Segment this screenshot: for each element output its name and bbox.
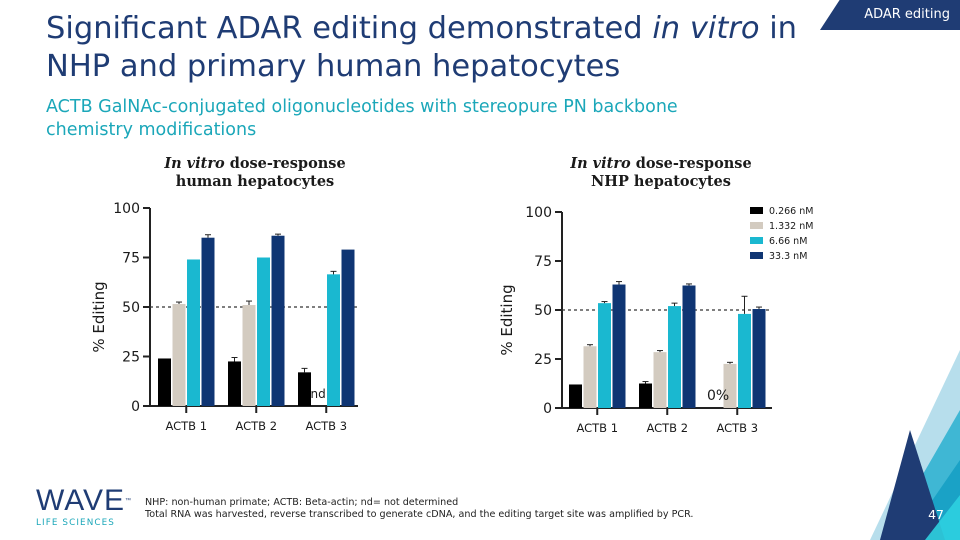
chart1-annotation: nd <box>311 387 326 401</box>
section-tag: ADAR editing <box>820 0 960 30</box>
chart2-bar <box>639 383 652 408</box>
chart2-y-tick-label: 0 <box>543 401 552 417</box>
chart-title-human-italic: In vitro <box>164 155 225 172</box>
chart2-bar <box>612 284 626 408</box>
page-number: 47 <box>928 507 944 522</box>
chart1-bar <box>271 235 285 406</box>
chart2-annotation: 0% <box>707 388 729 404</box>
title-text-1: Significant ADAR editing demonstrated <box>46 11 653 46</box>
chart1-y-tick-label: 0 <box>131 399 140 415</box>
chart2-legend-swatch <box>750 237 763 244</box>
chart2-category-label: ACTB 2 <box>646 421 688 435</box>
chart1-bar <box>172 304 186 406</box>
chart2-y-tick-label: 75 <box>534 254 552 270</box>
chart-title-nhp-rest: dose-response <box>630 155 752 172</box>
chart2-bar <box>682 285 696 408</box>
chart1-category-label: ACTB 1 <box>165 419 207 433</box>
chart-title-human-rest: dose-response <box>224 155 346 172</box>
chart2-bar <box>752 309 766 408</box>
chart2-legend-swatch <box>750 252 763 259</box>
chart2-y-tick-label: 25 <box>534 352 552 368</box>
chart2-y-tick-label: 100 <box>525 205 552 221</box>
chart1-category-label: ACTB 2 <box>235 419 277 433</box>
chart1-bar <box>341 249 355 406</box>
footnote: NHP: non-human primate; ACTB: Beta-actin… <box>145 497 693 521</box>
logo-subtitle: LIFE SCIENCES <box>36 518 115 528</box>
chart1-y-tick-label: 75 <box>122 251 140 267</box>
title-italic: in vitro <box>652 11 760 46</box>
corner-decoration <box>870 350 960 540</box>
chart2-bar <box>738 313 751 408</box>
slide-title: Significant ADAR editing demonstrated in… <box>46 10 806 86</box>
chart2-legend-label: 0.266 nM <box>769 206 813 217</box>
chart2-y-axis-label: % Editing <box>498 284 516 355</box>
chart2-legend-swatch <box>750 207 763 214</box>
chart1-y-tick-label: 50 <box>122 300 140 316</box>
footnote-line-1: NHP: non-human primate; ACTB: Beta-actin… <box>145 497 459 508</box>
logo-trademark: ™ <box>125 498 133 504</box>
section-tag-label: ADAR editing <box>864 7 950 22</box>
chart1-bar <box>228 361 241 406</box>
footnote-line-2: Total RNA was harvested, reverse transcr… <box>145 509 694 520</box>
chart2-bar <box>668 306 681 408</box>
chart2-legend-label: 1.332 nM <box>769 221 813 232</box>
logo-wordmark: WAVE <box>36 484 126 517</box>
chart2-y-tick-label: 50 <box>534 303 552 319</box>
chart-title-human: In vitro dose-response human hepatocytes <box>130 155 380 191</box>
chart2-legend-label: 6.66 nM <box>769 236 807 247</box>
chart1-category-label: ACTB 3 <box>305 419 347 433</box>
chart-title-nhp-line2: NHP hepatocytes <box>591 173 731 190</box>
chart1-y-axis-label: % Editing <box>90 281 108 352</box>
chart2-category-label: ACTB 1 <box>576 421 618 435</box>
chart1-bar <box>201 237 215 406</box>
chart1-bar <box>298 372 311 406</box>
chart-title-nhp: In vitro dose-response NHP hepatocytes <box>536 155 786 191</box>
slide-subtitle: ACTB GalNAc-conjugated oligonucleotides … <box>46 97 678 140</box>
chart1-bar <box>187 259 200 406</box>
chart2-category-label: ACTB 3 <box>716 421 758 435</box>
chart2-bar <box>583 346 597 408</box>
chart1-bar <box>158 358 171 406</box>
chart2-legend-label: 33.3 nM <box>769 251 807 262</box>
chart1-y-tick-label: 100 <box>113 201 140 217</box>
chart1-bar <box>327 274 340 406</box>
title-text-2: in NHP and primary human hepatocytes <box>46 11 798 84</box>
chart2-bar <box>653 352 667 408</box>
chart2-legend-swatch <box>750 222 763 229</box>
chart1-bar <box>257 257 270 406</box>
chart-title-nhp-italic: In vitro <box>570 155 631 172</box>
chart2-bar <box>569 384 582 408</box>
chart1-y-tick-label: 25 <box>122 350 140 366</box>
chart2-bar <box>598 303 611 408</box>
chart1-bar <box>242 305 256 406</box>
chart-title-human-line2: human hepatocytes <box>175 173 335 190</box>
chart2-bar <box>723 363 737 408</box>
company-logo: WAVE™ LIFE SCIENCES <box>36 484 131 529</box>
